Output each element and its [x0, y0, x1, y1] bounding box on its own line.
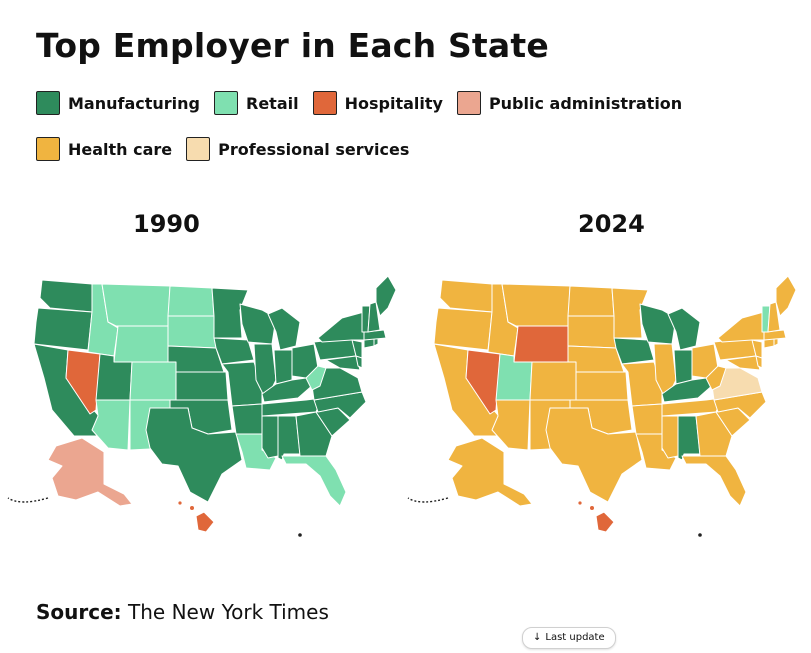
legend-item-professional-services: Professional services — [186, 137, 409, 161]
state-colorado — [529, 361, 577, 401]
state-florida — [681, 455, 747, 507]
state-iowa — [613, 337, 655, 365]
state-texas — [545, 407, 643, 503]
state-montana — [501, 283, 571, 327]
state-montana — [101, 283, 171, 327]
us-map-2024 — [407, 275, 797, 537]
legend-swatch-health-care — [36, 137, 60, 161]
legend-item-retail: Retail — [214, 91, 299, 115]
state-indiana — [273, 349, 293, 385]
state-arizona — [491, 399, 531, 451]
state-arkansas — [631, 403, 663, 435]
legend-swatch-retail — [214, 91, 238, 115]
state-alaska — [47, 437, 133, 507]
state-kansas — [175, 371, 229, 401]
state-nevada — [65, 349, 101, 415]
legend-label-professional-services: Professional services — [218, 139, 410, 159]
legend-item-hospitality: Hospitality — [312, 91, 443, 115]
state-wisconsin — [639, 303, 677, 345]
state-maine — [375, 275, 397, 317]
state-minnesota — [211, 287, 249, 339]
state-kansas — [575, 371, 629, 401]
state-washington — [439, 279, 493, 313]
state-north-dakota — [567, 285, 615, 317]
hawaii-island-2 — [578, 501, 582, 505]
state-maryland — [325, 355, 361, 371]
state-south-dakota — [567, 315, 617, 349]
territory-dot — [298, 533, 302, 537]
legend-row-2: Health care Professional services — [36, 134, 776, 164]
legend-label-manufacturing: Manufacturing — [68, 93, 200, 113]
state-michigan — [667, 307, 701, 351]
state-mississippi — [661, 415, 679, 459]
hawaii-island-1 — [190, 506, 194, 510]
state-minnesota — [611, 287, 649, 339]
state-west-virginia — [705, 365, 727, 391]
state-nebraska — [167, 345, 225, 373]
state-new-hampshire — [767, 301, 781, 333]
chart-title: Top Employer in Each State — [36, 26, 549, 65]
year-label-2024: 2024 — [578, 210, 645, 238]
state-new-york — [317, 311, 369, 343]
state-nevada — [465, 349, 501, 415]
legend-item-public-administration: Public administration — [456, 91, 683, 115]
alaska-island-chain — [7, 497, 49, 503]
legend: Manufacturing Retail Hospitality Public … — [36, 88, 776, 180]
legend-row-1: Manufacturing Retail Hospitality Public … — [36, 88, 776, 118]
state-mississippi — [261, 415, 279, 459]
state-nebraska — [567, 345, 625, 373]
state-hawaii — [595, 511, 615, 533]
state-washington — [39, 279, 93, 313]
state-new-hampshire — [367, 301, 381, 333]
hawaii-island-1 — [590, 506, 594, 510]
state-michigan — [267, 307, 301, 351]
legend-swatch-manufacturing — [36, 91, 60, 115]
state-texas — [145, 407, 243, 503]
year-label-1990: 1990 — [133, 210, 200, 238]
state-new-york — [717, 311, 769, 343]
hawaii-island-2 — [178, 501, 182, 505]
state-florida — [281, 455, 347, 507]
state-maryland — [725, 355, 761, 371]
state-colorado — [129, 361, 177, 401]
alaska-island-chain — [407, 497, 449, 503]
state-west-virginia — [305, 365, 327, 391]
state-alaska — [447, 437, 533, 507]
legend-item-health-care: Health care — [36, 137, 172, 161]
us-map-1990 — [7, 275, 397, 537]
last-update-button[interactable]: ↓ Last update — [522, 627, 616, 649]
state-iowa — [213, 337, 255, 365]
state-new-jersey — [351, 339, 363, 359]
state-oregon — [433, 307, 493, 351]
state-south-dakota — [167, 315, 217, 349]
legend-label-retail: Retail — [246, 93, 299, 113]
legend-swatch-hospitality — [312, 91, 337, 115]
down-arrow-icon: ↓ — [533, 632, 542, 643]
state-arkansas — [231, 403, 263, 435]
legend-item-manufacturing: Manufacturing — [36, 91, 200, 115]
legend-swatch-public-administration — [456, 91, 481, 115]
state-wyoming — [113, 325, 169, 363]
state-maine — [775, 275, 797, 317]
state-indiana — [673, 349, 693, 385]
source-text: The New York Times — [128, 600, 329, 624]
legend-swatch-professional-services — [186, 137, 211, 161]
legend-label-hospitality: Hospitality — [344, 93, 443, 113]
state-arizona — [91, 399, 131, 451]
state-wisconsin — [239, 303, 277, 345]
state-north-dakota — [167, 285, 215, 317]
state-hawaii — [195, 511, 215, 533]
state-new-jersey — [751, 339, 763, 359]
state-oregon — [33, 307, 93, 351]
last-update-label: Last update — [545, 632, 605, 643]
legend-label-public-administration: Public administration — [488, 93, 683, 113]
state-wyoming — [513, 325, 569, 363]
territory-dot — [698, 533, 702, 537]
source-note: Source: The New York Times — [36, 600, 329, 624]
source-label: Source: — [36, 600, 122, 624]
legend-label-health-care: Health care — [68, 139, 173, 159]
